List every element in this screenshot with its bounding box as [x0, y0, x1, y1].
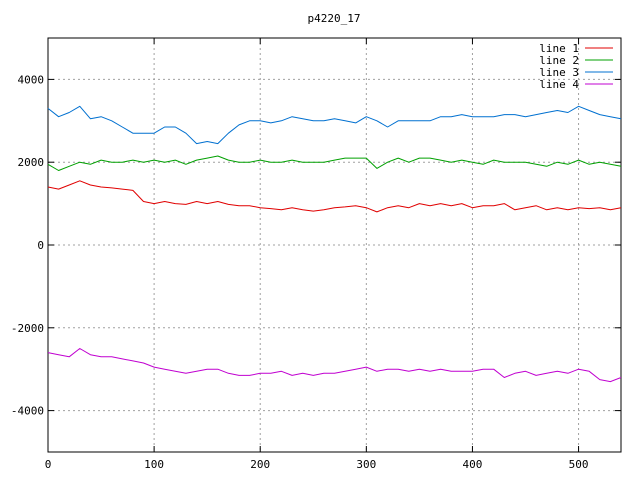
series-line-line-1 [47, 180, 622, 213]
axis-ticks: 0 100 200 300 400 500 -4000 -2000 0 2000 4000 [11, 38, 621, 471]
y-tick-label: 2000 [18, 156, 45, 169]
chart-title: p4220_17 [308, 12, 361, 25]
y-tick-label: -2000 [11, 322, 44, 335]
x-tick-label: 100 [144, 458, 164, 471]
x-tick-label: 200 [250, 458, 270, 471]
grid [48, 38, 621, 452]
series-line-line-4 [47, 348, 622, 383]
legend-label: line 2 [539, 54, 579, 67]
series-line-line-3 [47, 105, 622, 145]
y-tick-label: -4000 [11, 405, 44, 418]
legend-label: line 3 [539, 66, 579, 79]
x-tick-label: 400 [463, 458, 483, 471]
y-tick-label: 4000 [18, 73, 45, 86]
y-tick-label: 0 [37, 239, 44, 252]
legend-label: line 1 [539, 42, 579, 55]
x-tick-label: 0 [45, 458, 52, 471]
series-line-line-2 [47, 155, 622, 171]
legend-label: line 4 [539, 78, 579, 91]
x-tick-label: 500 [569, 458, 589, 471]
series-lines [47, 105, 622, 383]
x-tick-label: 300 [356, 458, 376, 471]
